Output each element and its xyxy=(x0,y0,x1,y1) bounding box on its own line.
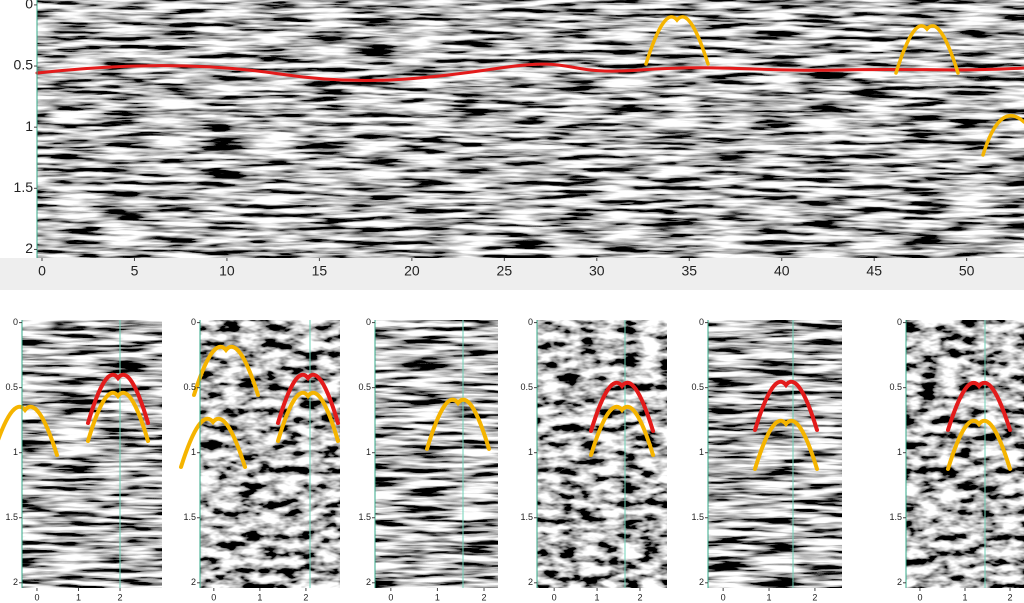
hyperbola xyxy=(946,418,1012,471)
radargram-texture xyxy=(37,0,1024,258)
x-tick-label: 2 xyxy=(637,592,642,602)
radargram-panel xyxy=(537,320,667,588)
x-tick-label: 1 xyxy=(435,592,440,602)
y-tick-label: 1.5 xyxy=(691,512,704,522)
y-tick-label: 0 xyxy=(528,317,533,327)
y-tick-label: 1.5 xyxy=(358,512,371,522)
x-tick-label: 2 xyxy=(303,592,308,602)
y-tick-label: 2 xyxy=(528,577,533,587)
y-tick-label: 2 xyxy=(897,577,902,587)
x-tick-label: 5 xyxy=(131,263,139,279)
hyperbola xyxy=(753,418,819,471)
y-tick-label: 1 xyxy=(191,447,196,457)
x-tick-label: 40 xyxy=(774,263,790,279)
radargram-panel xyxy=(22,320,162,588)
y-tick-label: 0 xyxy=(13,317,18,327)
y-tick-label: 2 xyxy=(699,577,704,587)
radargram-panel xyxy=(375,320,498,588)
x-tick-label: 2 xyxy=(482,592,487,602)
y-tick-label: 0.5 xyxy=(183,382,196,392)
hyperbola xyxy=(192,344,260,397)
y-tick-label: 1.5 xyxy=(889,512,902,522)
hyperbola xyxy=(946,380,1012,432)
x-tick-label: 0 xyxy=(38,263,46,279)
x-tick-label: 0 xyxy=(552,592,557,602)
x-tick-label: 1 xyxy=(76,592,81,602)
x-tick-label: 0 xyxy=(34,592,39,602)
hyperbola xyxy=(589,380,655,433)
hyperbola xyxy=(425,397,491,451)
hyperbola xyxy=(0,404,59,457)
x-tick-label: 1 xyxy=(595,592,600,602)
y-tick-label: 1 xyxy=(897,447,902,457)
y-tick-label: 0.5 xyxy=(691,382,704,392)
hyperbola xyxy=(86,372,150,425)
interface-line xyxy=(35,62,1024,83)
y-tick-label: 1 xyxy=(13,447,18,457)
x-tick-label: 0 xyxy=(721,592,726,602)
x-tick-label: 0 xyxy=(388,592,393,602)
y-tick-label: 2 xyxy=(366,577,371,587)
radargram-panel xyxy=(37,0,1024,258)
y-tick-label: 0.5 xyxy=(14,57,34,73)
x-tick-label: 15 xyxy=(312,263,328,279)
x-tick-label: 1 xyxy=(767,592,772,602)
y-tick-label: 0 xyxy=(699,317,704,327)
y-tick-label: 1.5 xyxy=(183,512,196,522)
x-tick-label: 20 xyxy=(404,263,420,279)
y-tick-label: 2 xyxy=(25,240,33,256)
x-tick-label: 0 xyxy=(211,592,216,602)
y-tick-label: 2 xyxy=(191,577,196,587)
hyperbola xyxy=(179,416,247,469)
y-tick-label: 0.5 xyxy=(358,382,371,392)
radargram-texture xyxy=(708,320,842,588)
x-tick-label: 50 xyxy=(959,263,975,279)
hyperbola xyxy=(753,379,819,432)
radargram-texture xyxy=(375,320,498,588)
x-tick-label: 1 xyxy=(962,592,967,602)
y-tick-label: 2 xyxy=(13,577,18,587)
radargram-texture xyxy=(22,320,162,588)
radargram-panel xyxy=(200,320,340,588)
y-tick-label: 0.5 xyxy=(5,382,18,392)
y-tick-label: 1 xyxy=(528,447,533,457)
x-tick-label: 2 xyxy=(1008,592,1013,602)
y-tick-label: 0 xyxy=(897,317,902,327)
hyperbola xyxy=(86,390,150,443)
x-tick-label: 30 xyxy=(589,263,605,279)
hyperbola xyxy=(276,390,340,443)
y-tick-label: 0 xyxy=(366,317,371,327)
y-tick-label: 0 xyxy=(25,0,33,12)
y-tick-label: 0.5 xyxy=(520,382,533,392)
x-tick-label: 1 xyxy=(257,592,262,602)
radargram-texture xyxy=(537,320,667,588)
x-tick-label: 2 xyxy=(118,592,123,602)
y-tick-label: 1 xyxy=(699,447,704,457)
y-tick-label: 1 xyxy=(366,447,371,457)
y-tick-label: 0.5 xyxy=(889,382,902,392)
x-tick-label: 35 xyxy=(681,263,697,279)
axis-band xyxy=(0,258,1024,290)
x-tick-label: 25 xyxy=(497,263,513,279)
y-tick-label: 0 xyxy=(191,317,196,327)
hyperbola xyxy=(276,372,340,425)
radargram-panel xyxy=(708,320,842,588)
hyperbola xyxy=(589,404,655,457)
x-tick-label: 0 xyxy=(917,592,922,602)
y-tick-label: 1 xyxy=(25,118,33,134)
radargram-texture xyxy=(200,320,340,588)
y-tick-label: 1.5 xyxy=(14,179,34,195)
y-tick-label: 1.5 xyxy=(520,512,533,522)
hyperbola xyxy=(894,24,960,75)
hyperbola xyxy=(644,15,710,66)
x-tick-label: 45 xyxy=(866,263,882,279)
x-tick-label: 10 xyxy=(219,263,235,279)
y-tick-label: 1.5 xyxy=(5,512,18,522)
x-tick-label: 2 xyxy=(812,592,817,602)
hyperbola xyxy=(981,114,1024,157)
